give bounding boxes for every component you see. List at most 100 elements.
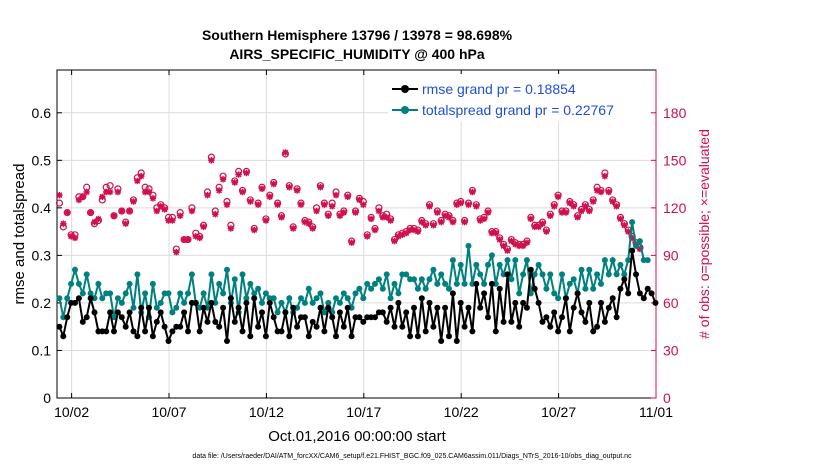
spread-point — [220, 290, 227, 297]
spread-point — [481, 280, 488, 287]
spread-point — [274, 309, 281, 316]
rmse-point — [379, 309, 386, 316]
evaluated-obs-marker — [177, 212, 184, 219]
spread-point — [434, 280, 441, 287]
x-tick-label: 10/27 — [541, 404, 576, 420]
evaluated-obs-marker — [574, 214, 581, 221]
rmse-point — [453, 338, 460, 344]
evaluated-obs-marker — [196, 234, 203, 242]
rmse-point — [75, 295, 82, 302]
legend-spread-label: totalspread grand pr = 0.22767 — [422, 102, 614, 118]
spread-point — [438, 271, 445, 278]
x-tick-label: 10/07 — [151, 404, 186, 420]
spread-point — [118, 299, 125, 306]
rmse-point — [192, 299, 199, 306]
spread-point — [446, 285, 452, 292]
evaluated-obs-marker — [500, 242, 507, 250]
rmse-point — [555, 328, 562, 335]
rmse-point — [321, 328, 328, 335]
spread-point — [422, 285, 429, 292]
spread-point — [259, 299, 265, 306]
rmse-point — [633, 271, 639, 278]
rmse-point — [126, 309, 133, 316]
evaluated-obs-marker — [414, 228, 422, 235]
spread-point — [107, 290, 114, 297]
evaluated-obs-marker — [91, 218, 98, 226]
spread-point — [368, 285, 375, 292]
evaluated-obs-marker — [453, 201, 461, 208]
rmse-point — [138, 304, 145, 311]
spread-point — [153, 304, 160, 311]
evaluated-obs-marker — [515, 242, 523, 250]
evaluated-obs-marker — [114, 188, 122, 196]
evaluated-obs-marker — [465, 201, 472, 208]
rmse-point — [551, 309, 558, 316]
spread-point — [504, 257, 511, 264]
rmse-point — [594, 323, 601, 330]
spread-point — [344, 295, 351, 302]
spread-point — [95, 280, 102, 287]
rmse-point — [60, 333, 67, 340]
rmse-point — [185, 328, 191, 335]
spread-point — [508, 276, 515, 283]
evaluated-obs-marker — [375, 207, 383, 215]
y-tick-label: 0.2 — [32, 295, 52, 311]
possible-obs-marker — [106, 182, 114, 190]
evaluated-obs-marker — [110, 212, 118, 219]
evaluated-obs-marker — [200, 223, 207, 231]
spread-point — [457, 261, 464, 268]
spread-point — [340, 290, 347, 297]
evaluated-obs-marker — [539, 220, 546, 227]
evaluated-obs-marker — [554, 193, 562, 200]
spread-point — [169, 309, 176, 316]
evaluated-obs-marker — [609, 198, 616, 205]
spread-point — [87, 290, 94, 297]
evaluated-obs-marker — [628, 234, 636, 242]
rmse-point — [290, 304, 297, 311]
rmse-point — [496, 285, 503, 292]
rmse-point — [169, 328, 176, 335]
spread-point — [617, 261, 624, 268]
evaluated-obs-marker — [141, 188, 149, 196]
rmse-point — [146, 304, 152, 311]
evaluated-obs-marker — [352, 209, 359, 216]
rmse-point — [609, 295, 616, 302]
legend-spread-marker — [401, 106, 409, 114]
rmse-point — [430, 323, 437, 330]
evaluated-obs-marker — [364, 233, 371, 240]
evaluated-obs-marker — [278, 214, 285, 221]
rmse-point — [216, 323, 223, 330]
rmse-point — [372, 314, 378, 321]
spread-point — [356, 285, 363, 292]
spread-point — [395, 290, 402, 297]
evaluated-obs-marker — [71, 234, 79, 242]
evaluated-obs-marker — [434, 209, 441, 216]
spread-point — [613, 271, 620, 278]
spread-point — [629, 219, 636, 226]
rmse-point — [255, 323, 262, 330]
spread-point — [130, 304, 137, 311]
evaluated-obs-marker — [422, 222, 429, 229]
spread-point — [379, 285, 386, 292]
spread-point — [559, 271, 565, 278]
evaluated-obs-marker — [438, 218, 445, 226]
spread-point — [317, 290, 324, 297]
y-tick-label: 0.3 — [32, 247, 52, 263]
evaluated-obs-marker — [367, 215, 375, 223]
rmse-point — [504, 271, 511, 278]
spread-point — [216, 280, 223, 287]
rmse-point — [543, 314, 550, 321]
rmse-point — [329, 314, 336, 321]
evaluated-obs-marker — [138, 172, 145, 180]
rmse-point — [196, 328, 203, 335]
spread-point — [449, 257, 456, 264]
evaluated-obs-marker — [258, 185, 266, 193]
spread-point — [516, 290, 523, 297]
spread-point — [149, 280, 156, 287]
rmse-point — [492, 328, 499, 335]
spread-point — [134, 271, 141, 278]
rmse-point — [165, 338, 172, 344]
evaluated-obs-marker — [293, 187, 301, 194]
rmse-point — [79, 318, 86, 325]
rmse-point — [107, 309, 114, 316]
